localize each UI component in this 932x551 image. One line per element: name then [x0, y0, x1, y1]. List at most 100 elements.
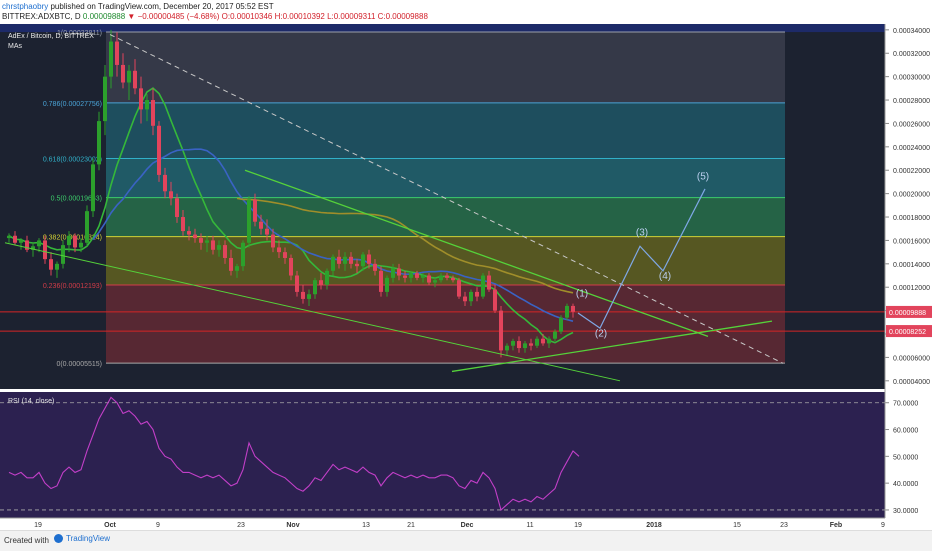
- author-link[interactable]: chrstphaobry: [2, 2, 49, 11]
- candle: [49, 252, 53, 276]
- fib-label-1: 1(0.00033811): [57, 30, 102, 37]
- candle: [331, 254, 335, 276]
- candle: [373, 259, 377, 276]
- price-axis-label: 0.00004000: [893, 379, 930, 386]
- candle: [229, 249, 233, 276]
- candle: [91, 158, 95, 218]
- price-axis-label: 0.00016000: [893, 238, 930, 245]
- fib-retracement: 1(0.00033811) 0.786(0.00027756) 0.618(0.00…: [0, 30, 885, 368]
- price-axis-label: 0.00018000: [893, 215, 930, 222]
- candlesticks: [7, 29, 575, 358]
- candle: [523, 341, 527, 353]
- price-tag: [886, 325, 932, 338]
- candle: [379, 266, 383, 297]
- price-axis-label: 0.00032000: [893, 51, 930, 58]
- candle: [385, 275, 389, 297]
- time-axis-label: 2018: [646, 522, 662, 529]
- candle: [457, 277, 461, 299]
- chart-canvas[interactable]: 1(0.00033811) 0.786(0.00027756) 0.618(0.00…: [0, 0, 932, 530]
- candle: [247, 195, 251, 248]
- candle: [103, 64, 107, 136]
- candle: [199, 233, 203, 250]
- price-axis-label: 0.00024000: [893, 145, 930, 152]
- price-axis-label: 0.00034000: [893, 28, 930, 35]
- legend-title: AdEx / Bitcoin, D, BITTREX: [8, 33, 94, 40]
- wave-label-1: (1): [576, 289, 588, 300]
- price-axis-label: 0.00020000: [893, 192, 930, 199]
- candle: [127, 64, 131, 101]
- candle: [481, 273, 485, 299]
- candle: [31, 242, 35, 257]
- fib-label-0.786: 0.786(0.00027756): [43, 101, 102, 108]
- publish-info: chrstphaobry published on TradingView.co…: [2, 2, 274, 11]
- candle: [67, 231, 71, 253]
- candle: [253, 193, 257, 227]
- candle: [397, 263, 401, 281]
- candle: [325, 268, 329, 290]
- price-change: ▼ −0.00000485 (−4.68%): [127, 12, 220, 21]
- candle: [349, 252, 353, 269]
- fib-label-0.5: 0.5(0.00019663): [51, 196, 102, 203]
- time-axis-label: 19: [34, 522, 42, 529]
- candle: [97, 111, 101, 171]
- ma-slow-line: [236, 197, 574, 294]
- candle: [73, 233, 77, 253]
- price-axis-label: 0.00028000: [893, 98, 930, 105]
- candle: [223, 240, 227, 264]
- time-axis: 19 Oct 9 23 Nov 13 21 Dec 11 19 2018 15 23 Feb 9: [0, 517, 885, 530]
- candle: [139, 76, 143, 124]
- candle: [301, 284, 305, 304]
- legend-mas[interactable]: MAs: [8, 43, 23, 50]
- candle: [175, 193, 179, 223]
- candle: [259, 214, 263, 235]
- candle: [163, 167, 167, 199]
- resistance-trendline: [244, 169, 709, 337]
- tradingview-logo-icon: [54, 534, 63, 544]
- wave-label-4: (4): [659, 271, 671, 282]
- candle: [289, 254, 293, 281]
- price-axis-label: 0.00030000: [893, 75, 930, 82]
- candle: [361, 252, 365, 271]
- rsi-axis-label: 40.0000: [893, 481, 918, 488]
- time-axis-label: Feb: [830, 522, 842, 529]
- candle: [391, 263, 395, 283]
- candle: [283, 247, 287, 264]
- candle: [553, 329, 557, 342]
- price-tag: [886, 305, 932, 318]
- candle: [55, 261, 59, 278]
- candle: [265, 219, 269, 241]
- candle: [13, 231, 17, 246]
- tradingview-label: TradingView: [66, 534, 111, 543]
- candle: [19, 238, 23, 250]
- wave-label-3: (3): [636, 228, 648, 239]
- time-axis-label: 19: [574, 522, 582, 529]
- candle: [355, 259, 359, 274]
- candle: [517, 336, 521, 353]
- candle: [499, 305, 503, 358]
- candle: [43, 235, 47, 264]
- candle: [145, 94, 149, 122]
- candle: [109, 29, 113, 89]
- rsi-axis-label: 50.0000: [893, 454, 918, 461]
- candle: [181, 210, 185, 236]
- candle: [403, 270, 407, 283]
- candle: [415, 270, 419, 281]
- candle: [235, 263, 239, 278]
- candle: [559, 315, 563, 335]
- candle: [37, 238, 41, 253]
- wave-label-5: (5): [697, 172, 709, 183]
- fib-label-0.236: 0.236(0.00012193): [43, 283, 102, 290]
- candle: [337, 249, 341, 269]
- candle: [547, 336, 551, 349]
- rsi-pane: [0, 396, 885, 511]
- candle: [505, 343, 509, 356]
- rsi-axis-label: 70.0000: [893, 401, 918, 408]
- candle: [115, 32, 119, 77]
- legend-rsi[interactable]: RSI (14, close): [8, 398, 54, 405]
- candle: [121, 53, 125, 89]
- candle: [151, 88, 155, 136]
- tradingview-link[interactable]: TradingView: [54, 534, 111, 544]
- candle: [211, 235, 215, 255]
- candle: [565, 303, 569, 320]
- candle: [61, 240, 65, 269]
